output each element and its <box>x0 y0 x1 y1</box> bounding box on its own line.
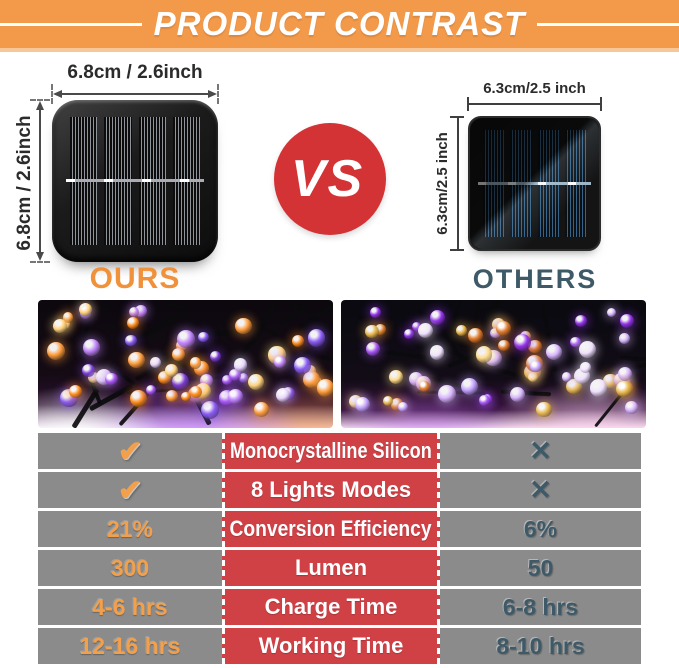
others-solar-panel <box>468 116 601 251</box>
feature-cell: Lumen <box>222 550 440 586</box>
ours-height-label: 6.8cm / 2.6inch <box>14 115 35 251</box>
ours-lights-photo <box>38 300 333 428</box>
others-label: OTHERS <box>472 264 598 294</box>
ours-value-cell: 21% <box>38 511 222 547</box>
others-width-dimension-line <box>468 103 601 105</box>
feature-cell: Charge Time <box>222 589 440 625</box>
dimension-tick <box>30 261 50 263</box>
ours-value-cell: 300 <box>38 550 222 586</box>
table-row: ✔ 8 Lights Modes ✕ <box>38 469 641 508</box>
header-banner: PRODUCT CONTRAST <box>0 0 679 48</box>
feature-cell: Conversion Efficiency <box>222 511 440 547</box>
others-value-cell: 6% <box>440 511 641 547</box>
ours-width-dimension-line <box>53 90 217 98</box>
others-value-cell: ✕ <box>440 433 641 469</box>
dimension-tick <box>51 84 53 104</box>
ours-value-cell: ✔ <box>38 433 222 469</box>
cross-icon: ✕ <box>529 435 552 466</box>
dimension-tick <box>217 84 219 104</box>
ours-width-label: 6.8cm / 2.6inch <box>67 62 203 83</box>
others-value-cell: ✕ <box>440 472 641 508</box>
comparison-table: ✔ Monocrystalline Silicon ✕ ✔ 8 Lights M… <box>38 430 641 664</box>
feature-cell: 8 Lights Modes <box>222 472 440 508</box>
others-height-dimension-line <box>457 117 459 250</box>
dimension-tick <box>450 249 464 251</box>
others-value-cell: 6-8 hrs <box>440 589 641 625</box>
panel-glare <box>470 118 599 249</box>
ours-value-cell: ✔ <box>38 472 222 508</box>
vs-label: VS <box>290 150 365 208</box>
others-value-cell: 50 <box>440 550 641 586</box>
table-row: 21% Conversion Efficiency 6% <box>38 508 641 547</box>
ours-value-cell: 4-6 hrs <box>38 589 222 625</box>
ours-value-cell: 12-16 hrs <box>38 628 222 664</box>
dimension-tick <box>30 99 50 101</box>
feature-cell: Monocrystalline Silicon <box>222 433 440 469</box>
banner-underline-strip <box>0 48 679 52</box>
others-width-label: 6.3cm/2.5 inch <box>483 80 586 97</box>
table-row: ✔ Monocrystalline Silicon ✕ <box>38 430 641 469</box>
vs-badge: VS <box>274 123 386 235</box>
ours-height-dimension-line <box>36 101 44 261</box>
dimension-tick <box>450 116 464 118</box>
check-icon: ✔ <box>117 474 143 507</box>
table-row: 300 Lumen 50 <box>38 547 641 586</box>
feature-cell: Working Time <box>222 628 440 664</box>
table-row: 4-6 hrs Charge Time 6-8 hrs <box>38 586 641 625</box>
ours-solar-panel <box>52 100 218 262</box>
table-row: 12-16 hrs Working Time 8-10 hrs <box>38 625 641 664</box>
solar-busbar <box>66 179 204 182</box>
others-height-label: 6.3cm/2.5 inch <box>434 132 451 235</box>
ours-label: OURS <box>89 262 181 295</box>
check-icon: ✔ <box>117 435 143 468</box>
others-lights-photo <box>341 300 646 428</box>
cross-icon: ✕ <box>529 474 552 505</box>
others-value-cell: 8-10 hrs <box>440 628 641 664</box>
dimension-tick <box>467 97 469 111</box>
page-title: PRODUCT CONTRAST <box>141 5 538 43</box>
dimension-tick <box>600 97 602 111</box>
